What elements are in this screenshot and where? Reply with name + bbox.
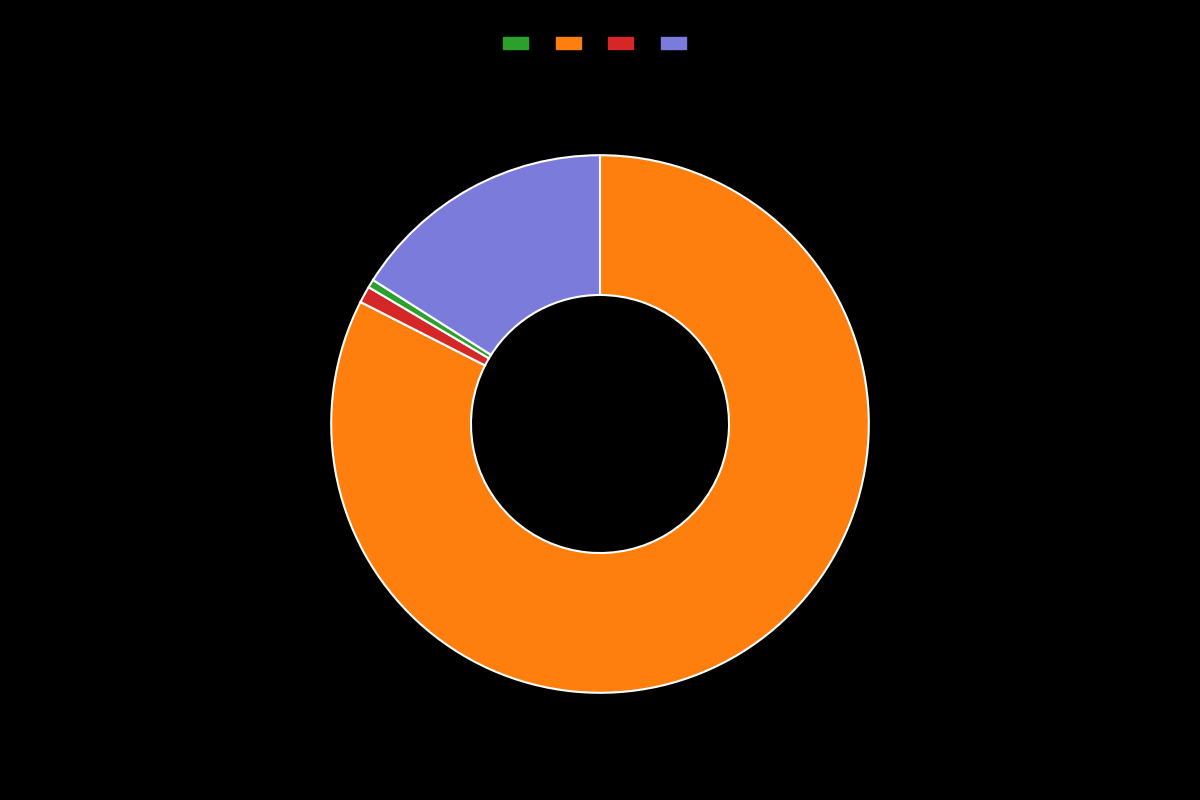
Legend: , , , : , , , bbox=[497, 31, 703, 56]
Wedge shape bbox=[331, 155, 869, 693]
Wedge shape bbox=[373, 155, 600, 355]
Wedge shape bbox=[360, 287, 488, 366]
Wedge shape bbox=[368, 280, 491, 358]
